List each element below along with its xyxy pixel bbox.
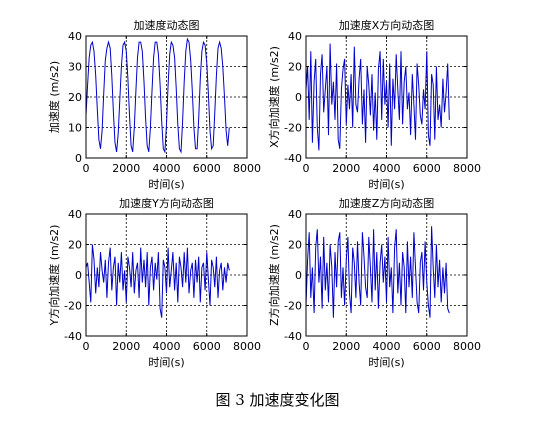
x-tick-label: 6000 [413,340,441,353]
y-axis-label: X方向加速度 (m/s2) [267,46,281,148]
x-tick-label: 0 [303,162,310,175]
chart-panel-3: 0 2000 4000 6000 8000 -40 -20 0 20 40 加速度Y方向动态图时间(… [47,196,261,369]
y-tick-label: 40 [68,208,82,221]
y-tick-label: 20 [68,239,82,252]
x-tick-label: 4000 [373,340,401,353]
x-axis-label: 时间(s) [148,178,184,191]
x-tick-label: 8000 [233,340,261,353]
y-tick-label: 30 [68,61,82,74]
series-line [85,37,230,154]
y-tick-label: 0 [75,269,82,282]
y-axis-label: Y方向加速度 (m/s2) [47,225,61,327]
y-tick-label: 10 [68,122,82,135]
x-tick-label: 8000 [453,162,481,175]
x-tick-label: 2000 [332,162,360,175]
x-axis-label: 时间(s) [368,178,404,191]
y-tick-label: -20 [64,300,82,313]
x-tick-label: 2000 [112,340,140,353]
x-tick-label: 6000 [413,162,441,175]
y-tick-label: 0 [295,91,302,104]
y-tick-label: -20 [284,300,302,313]
x-tick-label: 4000 [153,162,181,175]
y-tick-label: 20 [288,239,302,252]
x-tick-label: 0 [83,162,90,175]
x-tick-label: 4000 [153,340,181,353]
y-axis-label: Z方向加速度 (m/s2) [267,224,281,326]
x-tick-label: 8000 [453,340,481,353]
y-tick-label: 20 [68,91,82,104]
x-tick-label: 0 [303,340,310,353]
x-axis-label: 时间(s) [148,356,184,369]
y-tick-label: 40 [68,30,82,43]
x-tick-label: 2000 [332,340,360,353]
chart-title: 加速度X方向动态图 [339,18,435,32]
y-tick-label: -40 [284,330,302,343]
y-tick-label: 40 [288,30,302,43]
figure-caption: 图 3 加速度变化图 [215,391,340,409]
chart-panel-4: 0 2000 4000 6000 8000 -40 -20 0 20 40 加速度Z方向动态图时间(… [267,196,481,369]
y-tick-label: 20 [288,61,302,74]
y-tick-label: -40 [64,330,82,343]
series-line [305,226,450,318]
y-tick-label: 0 [295,269,302,282]
x-tick-label: 8000 [233,162,261,175]
y-tick-label: -40 [284,152,302,165]
series-line [85,244,230,318]
chart-panel-2: 0 2000 4000 6000 8000 -40 -20 0 20 40 加速度X方向动态图时间(… [267,18,481,191]
chart-title: 加速度动态图 [134,18,200,32]
y-tick-label: 40 [288,208,302,221]
x-tick-label: 6000 [193,162,221,175]
x-tick-label: 4000 [373,162,401,175]
x-axis-label: 时间(s) [368,356,404,369]
x-tick-label: 0 [83,340,90,353]
y-tick-label: -20 [284,122,302,135]
x-tick-label: 2000 [112,162,140,175]
series-line [305,43,450,151]
y-tick-label: 0 [75,152,82,165]
chart-title: 加速度Z方向动态图 [339,196,435,210]
chart-title: 加速度Y方向动态图 [119,196,214,210]
y-axis-label: 加速度 (m/s2) [47,61,61,133]
x-tick-label: 6000 [193,340,221,353]
